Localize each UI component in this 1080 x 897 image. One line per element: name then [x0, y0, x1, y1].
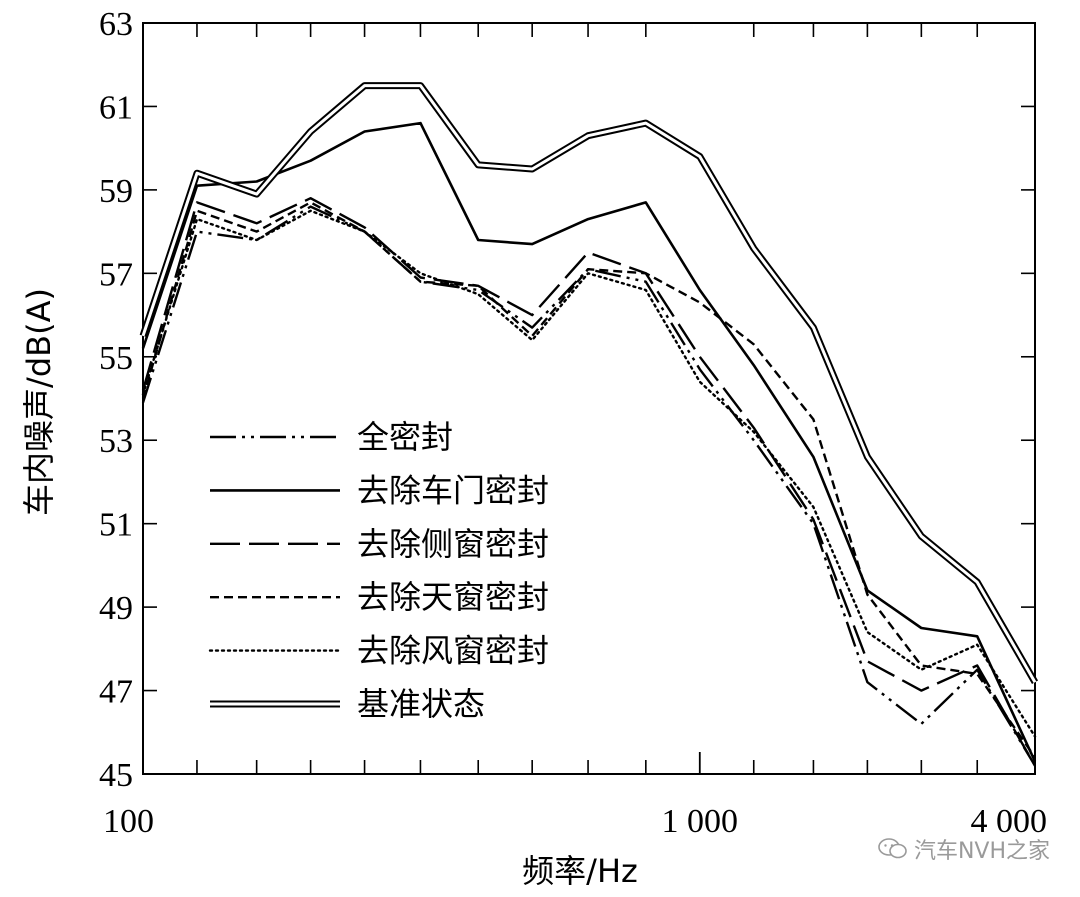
y-axis-label: 车内噪声/dB(A)	[20, 288, 58, 516]
watermark-text: 汽车NVH之家	[913, 839, 1050, 864]
y-tick-label: 49	[99, 590, 133, 627]
legend-item: 去除天窗密封	[210, 578, 549, 616]
legend-label: 去除车门密封	[357, 471, 549, 509]
series-3	[141, 196, 1037, 767]
y-tick-label: 55	[99, 340, 133, 377]
y-tick-label: 47	[99, 674, 133, 711]
series-4	[141, 201, 1036, 758]
y-tick-label: 63	[99, 6, 133, 43]
wechat-icon	[878, 838, 907, 859]
series-line	[141, 121, 1037, 763]
y-tick-label: 61	[99, 89, 133, 126]
x-axis-label: 频率/Hz	[522, 852, 638, 890]
legend-label: 去除风窗密封	[357, 632, 549, 670]
y-tick-label: 45	[99, 757, 133, 794]
x-tick-label: 1 000	[662, 803, 739, 840]
x-tick-label: 4 000	[971, 803, 1048, 840]
legend-item: 全密封	[210, 418, 453, 456]
y-tick-label: 57	[99, 256, 133, 293]
series-5	[141, 209, 1037, 738]
series-line	[141, 201, 1036, 758]
series-line	[141, 209, 1037, 738]
legend-label: 去除侧窗密封	[357, 525, 549, 563]
legend-item: 基准状态	[210, 685, 485, 723]
legend-item: 去除风窗密封	[208, 632, 549, 670]
watermark: 汽车NVH之家	[878, 833, 1050, 865]
legend-label: 去除天窗密封	[357, 578, 549, 616]
y-tick-label: 53	[99, 423, 133, 460]
x-tick-label: 100	[103, 803, 154, 840]
y-tick-label: 51	[99, 507, 133, 544]
series-6	[139, 82, 1039, 684]
legend-label: 全密封	[357, 418, 453, 456]
y-tick-label: 59	[99, 173, 133, 210]
legend-item: 去除侧窗密封	[210, 525, 549, 563]
series-line	[141, 205, 1037, 767]
series-2	[141, 121, 1037, 763]
series-line-inner	[141, 84, 1037, 683]
series-line	[141, 196, 1037, 767]
series-line-outer	[139, 82, 1039, 684]
legend-label: 基准状态	[357, 685, 485, 723]
series-1	[141, 205, 1037, 767]
legend-item: 去除车门密封	[210, 471, 549, 509]
